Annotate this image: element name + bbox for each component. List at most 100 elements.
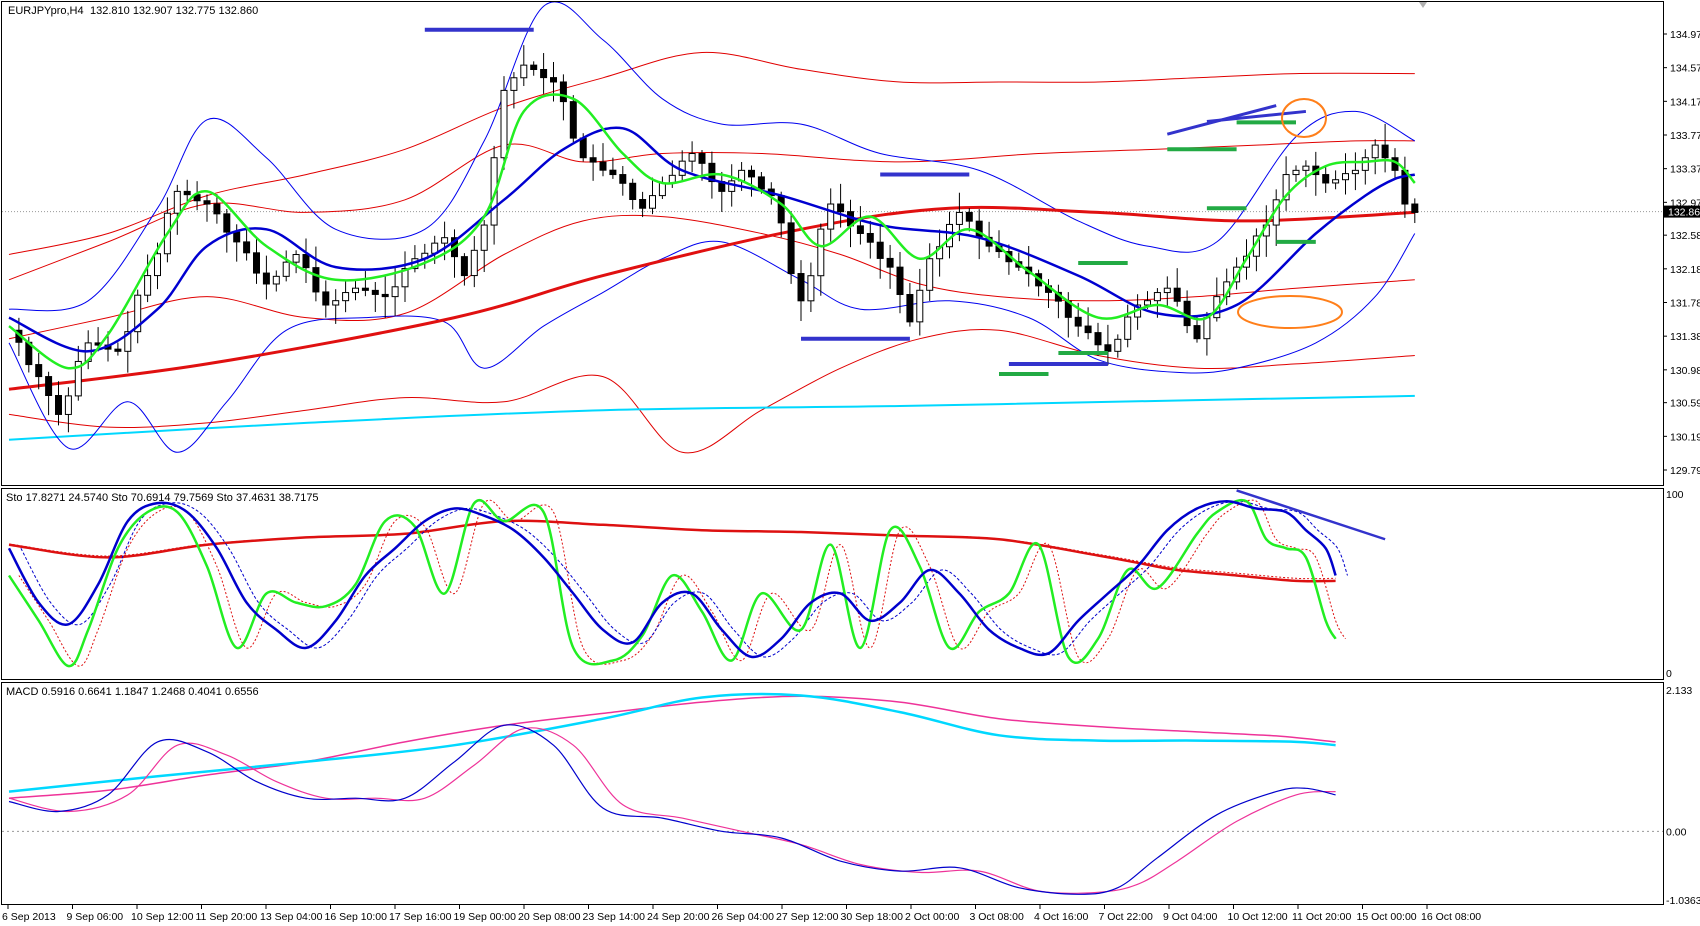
candle	[243, 229, 251, 261]
candle	[223, 208, 231, 253]
candle	[787, 211, 795, 284]
candle	[124, 310, 132, 373]
macd-tick-label: 0.00	[1666, 826, 1687, 838]
candle	[401, 251, 409, 303]
candle	[629, 178, 637, 210]
price-tick-label: 134.570	[1670, 63, 1700, 75]
blue-trendline[interactable]	[1206, 109, 1307, 124]
time-tick-label: 26 Sep 04:00	[712, 911, 775, 923]
candle	[391, 266, 399, 316]
candle	[322, 280, 330, 318]
candle	[282, 250, 290, 282]
sto-divergence-trendline[interactable]	[1236, 489, 1386, 541]
candle	[837, 183, 845, 228]
macd-slow-cyan-line	[8, 692, 1336, 793]
candle	[1371, 139, 1379, 175]
overlay-long-ma-cyan	[8, 394, 1415, 441]
candle	[1381, 123, 1389, 173]
candle	[1351, 152, 1359, 191]
candle	[460, 253, 468, 286]
candle	[134, 289, 142, 344]
time-tick-label: 11 Sep 20:00	[196, 911, 258, 923]
orange-highlight-ellipse[interactable]	[1237, 295, 1343, 329]
candle	[748, 165, 755, 197]
candle	[886, 244, 894, 289]
candle	[856, 206, 864, 245]
macd-tick-label: 2.133	[1666, 685, 1692, 697]
candle	[797, 260, 805, 321]
candle	[1163, 276, 1171, 307]
current-price-badge	[1664, 205, 1700, 218]
candle	[599, 143, 607, 177]
time-tick-label: 20 Sep 08:00	[518, 911, 581, 923]
candle	[559, 74, 567, 121]
candle	[1124, 304, 1132, 348]
candle	[619, 166, 627, 196]
candle	[302, 238, 310, 283]
time-tick-label: 30 Sep 18:00	[841, 911, 904, 923]
overlay-bb-blue-upper	[8, 2, 1416, 312]
candle	[896, 252, 904, 314]
candle	[332, 289, 340, 324]
candle	[1094, 322, 1102, 356]
candle	[480, 220, 488, 273]
macd-fast-pink-line	[8, 727, 1336, 894]
time-tick-label: 4 Oct 16:00	[1034, 911, 1088, 923]
macd-header: MACD 0.5916 0.6641 1.1847 1.2468 0.4041 …	[6, 686, 259, 698]
time-tick-label: 7 Oct 22:00	[1099, 911, 1153, 923]
candle	[530, 61, 538, 76]
candle	[272, 270, 280, 292]
macd-panel	[1, 682, 1664, 905]
chart-shift-marker[interactable]	[1419, 2, 1427, 8]
macd-tick-label: -1.0363	[1666, 895, 1700, 907]
sto-tick-label: 100	[1666, 489, 1684, 501]
time-tick-label: 24 Sep 20:00	[647, 911, 710, 923]
price-tick-label: 132.180	[1670, 264, 1700, 276]
candle	[352, 279, 359, 301]
time-tick-label: 9 Sep 06:00	[67, 911, 124, 923]
overlay-ema-blue	[8, 126, 1416, 353]
candle	[1361, 149, 1369, 185]
candle	[183, 179, 191, 203]
candle	[292, 250, 300, 274]
candle	[144, 254, 152, 303]
candle	[965, 208, 973, 232]
overlay-env-red-outer-lower	[8, 329, 1415, 454]
current-price-label: 132.860	[1668, 207, 1700, 219]
candle	[342, 280, 350, 313]
candle	[926, 243, 934, 301]
candle	[203, 194, 211, 222]
price-tick-label: 130.190	[1670, 431, 1700, 443]
price-tick-label: 131.380	[1670, 331, 1700, 343]
candle	[1114, 334, 1122, 358]
candle	[520, 45, 528, 87]
orange-highlight-ellipse[interactable]	[1281, 98, 1327, 138]
price-tick-label: 134.970	[1670, 29, 1700, 41]
macd-fast-blue-line	[8, 724, 1336, 895]
candle	[817, 223, 825, 296]
candle	[500, 76, 508, 170]
time-tick-label: 3 Oct 08:00	[970, 911, 1024, 923]
price-tick-label: 131.780	[1670, 297, 1700, 309]
candle	[55, 381, 62, 426]
stochastic-header: Sto 17.8271 24.5740 Sto 70.6914 79.7569 …	[6, 492, 319, 504]
price-tick-label: 130.590	[1670, 398, 1700, 410]
candle	[866, 220, 874, 259]
candle	[64, 387, 72, 433]
macd-slow-pink-line	[8, 695, 1336, 799]
candle	[1322, 166, 1330, 193]
candle	[35, 352, 43, 390]
sto-tick-label: 0	[1666, 668, 1672, 680]
time-tick-label: 19 Sep 00:00	[454, 911, 517, 923]
candle	[1332, 170, 1340, 190]
candle	[470, 236, 478, 288]
candle	[74, 345, 82, 401]
candle	[361, 271, 369, 297]
candle	[371, 281, 379, 312]
candle	[639, 191, 647, 218]
candle	[807, 262, 815, 312]
candle	[1411, 198, 1419, 224]
time-tick-label: 10 Sep 12:00	[131, 911, 194, 923]
candle	[1292, 165, 1300, 182]
